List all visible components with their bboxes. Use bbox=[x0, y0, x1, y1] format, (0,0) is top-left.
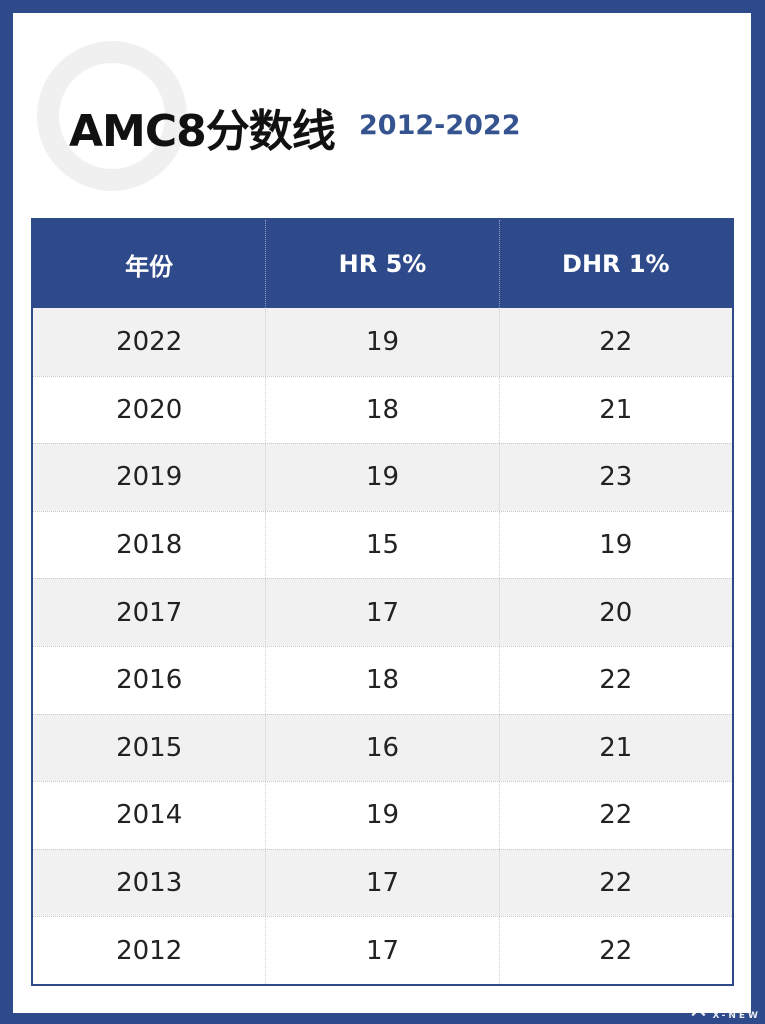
cell-dhr: 22 bbox=[599, 665, 633, 696]
table-row: 2018 15 19 bbox=[33, 510, 732, 579]
table-row: 2022 19 22 bbox=[33, 308, 732, 376]
cell-hr: 17 bbox=[266, 849, 500, 917]
watermark: ✕ 育 X-NEW bbox=[688, 998, 761, 1022]
column-header-dhr: DHR 1% bbox=[562, 250, 670, 278]
cell-dhr: 20 bbox=[599, 597, 633, 628]
table-body: 2022 19 22 2020 18 21 2019 19 23 2018 15 19 2017 17 20… bbox=[33, 308, 732, 984]
score-table: 年份 HR 5% DHR 1% 2022 19 22 2020 18 21 2019 19 23… bbox=[31, 218, 734, 986]
cell-hr: 18 bbox=[266, 376, 500, 444]
table-header: 年份 HR 5% DHR 1% bbox=[33, 220, 732, 308]
score-card: AMC8分数线 2012-2022 年份 HR 5% DHR 1% 2022 19… bbox=[13, 13, 751, 1013]
page-subtitle: 2012-2022 bbox=[359, 110, 521, 141]
cell-year: 2019 bbox=[33, 444, 267, 511]
cell-hr: 19 bbox=[266, 308, 500, 376]
cell-hr: 17 bbox=[266, 579, 500, 646]
table-row: 2014 19 22 bbox=[33, 781, 732, 849]
table-row: 2016 18 22 bbox=[33, 645, 732, 714]
table-row: 2012 17 22 bbox=[33, 916, 732, 984]
table-row: 2020 18 21 bbox=[33, 375, 732, 444]
cell-year: 2020 bbox=[33, 376, 267, 444]
watermark-text: 育 X-NEW bbox=[712, 998, 761, 1021]
table-row: 2015 16 21 bbox=[33, 713, 732, 782]
cell-dhr: 21 bbox=[599, 394, 633, 425]
cell-year: 2018 bbox=[33, 511, 267, 579]
cell-year: 2014 bbox=[33, 782, 267, 849]
cell-year: 2013 bbox=[33, 849, 267, 917]
x-logo-icon: ✕ bbox=[688, 996, 709, 1024]
cell-dhr: 22 bbox=[599, 800, 633, 831]
cell-hr: 19 bbox=[266, 444, 500, 511]
cell-dhr: 22 bbox=[599, 868, 633, 899]
cell-hr: 15 bbox=[266, 511, 500, 579]
cell-dhr: 23 bbox=[599, 462, 633, 493]
cell-hr: 17 bbox=[266, 917, 500, 984]
column-header-year: 年份 bbox=[33, 220, 267, 308]
cell-year: 2012 bbox=[33, 917, 267, 984]
table-row: 2017 17 20 bbox=[33, 578, 732, 646]
cell-dhr: 21 bbox=[599, 732, 633, 763]
cell-year: 2017 bbox=[33, 579, 267, 646]
cell-dhr: 19 bbox=[599, 530, 633, 561]
table-row: 2013 17 22 bbox=[33, 848, 732, 917]
page-title: AMC8分数线 bbox=[69, 106, 336, 157]
cell-dhr: 22 bbox=[599, 935, 633, 966]
cell-hr: 16 bbox=[266, 714, 500, 782]
column-header-hr: HR 5% bbox=[266, 220, 500, 308]
cell-hr: 18 bbox=[266, 646, 500, 714]
cell-year: 2015 bbox=[33, 714, 267, 782]
cell-dhr: 22 bbox=[599, 326, 633, 357]
cell-hr: 19 bbox=[266, 782, 500, 849]
cell-year: 2016 bbox=[33, 646, 267, 714]
cell-year: 2022 bbox=[33, 308, 267, 376]
table-row: 2019 19 23 bbox=[33, 443, 732, 511]
